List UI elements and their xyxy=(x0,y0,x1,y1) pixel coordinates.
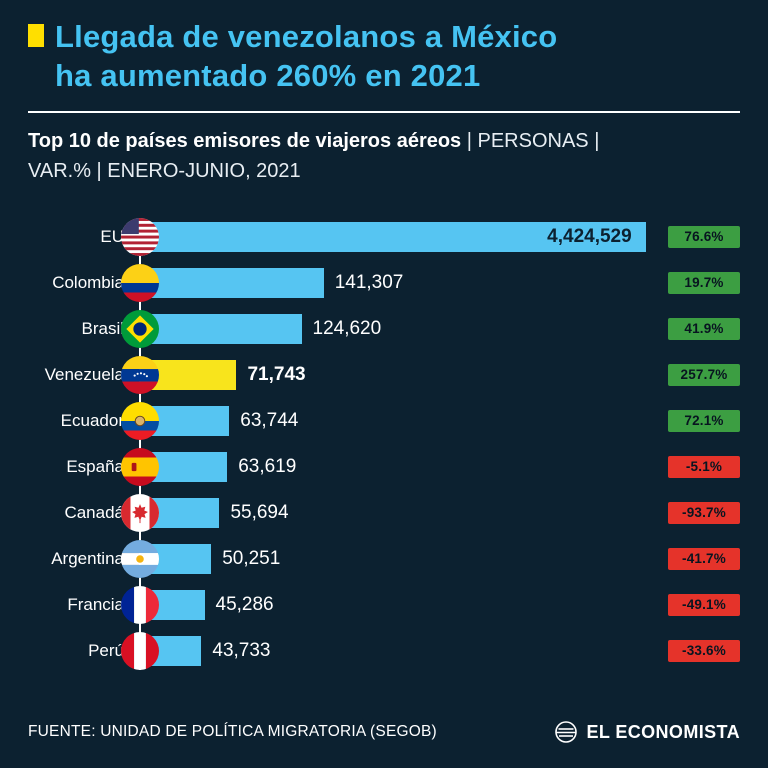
title-line-1: Llegada de venezolanos a México xyxy=(55,19,558,54)
value-label: 141,307 xyxy=(334,271,404,293)
country-label: Brasil xyxy=(81,318,124,338)
axis-line xyxy=(139,217,141,670)
source-credit: FUENTE: UNIDAD DE POLÍTICA MIGRATORIA (S… xyxy=(28,723,437,740)
value-label: 45,286 xyxy=(215,593,274,615)
country-label: EU xyxy=(100,226,124,246)
country-label: Ecuador xyxy=(60,410,124,430)
variation-badge: -41.7% xyxy=(668,547,740,570)
value-label: 63,619 xyxy=(238,455,297,477)
flag-eu-icon xyxy=(121,217,159,256)
brand-name: EL ECONOMISTA xyxy=(586,721,740,742)
chart-row-ecuador: Ecuador 63,744 72.1% xyxy=(28,398,740,444)
chart-row-espana: España 63,619 -5.1% xyxy=(28,444,740,490)
variation-badge: 19.7% xyxy=(668,271,740,294)
flag-colombia-icon xyxy=(121,263,159,302)
chart-row-colombia: Colombia 141,307 19.7% xyxy=(28,260,740,306)
variation-badge: 76.6% xyxy=(668,225,740,248)
bar-area: 63,744 xyxy=(121,401,656,440)
flag-argentina-icon xyxy=(121,539,159,578)
value-bar xyxy=(140,267,324,298)
subtitle-tail-1: | PERSONAS | xyxy=(461,129,600,152)
country-label: Perú xyxy=(88,640,124,660)
flag-peru-icon xyxy=(121,631,159,670)
bar-area: 63,619 xyxy=(121,447,656,486)
chart-row-francia: Francia 45,286 -49.1% xyxy=(28,582,740,628)
bar-area: 141,307 xyxy=(121,263,656,302)
page-title: Llegada de venezolanos a México ha aumen… xyxy=(55,18,557,96)
variation-badge: 41.9% xyxy=(668,317,740,340)
subtitle-bold: Top 10 de países emisores de viajeros aé… xyxy=(28,129,462,152)
value-label: 43,733 xyxy=(212,639,271,661)
bar-area: 43,733 xyxy=(121,631,656,670)
country-label: Argentina xyxy=(51,548,124,568)
country-label: Colombia xyxy=(52,272,124,292)
value-label: 124,620 xyxy=(312,317,382,339)
value-bar xyxy=(140,221,646,252)
subtitle-tail-2: VAR.% | ENERO-JUNIO, 2021 xyxy=(28,159,301,182)
variation-badge: -93.7% xyxy=(668,501,740,524)
title-line-2: ha aumentado 260% en 2021 xyxy=(55,57,481,93)
chart-subtitle: Top 10 de países emisores de viajeros aé… xyxy=(28,126,740,186)
brand-logo: EL ECONOMISTA xyxy=(554,720,740,744)
header-divider xyxy=(28,110,740,113)
country-label: Venezuela xyxy=(44,364,124,384)
variation-badge: -49.1% xyxy=(668,593,740,616)
flag-brasil-icon xyxy=(121,309,159,348)
title-bullet-marker xyxy=(28,24,44,47)
value-label: 63,744 xyxy=(240,409,299,431)
chart-row-eu: EU 4,424,529 76.6% xyxy=(28,214,740,260)
bar-chart: EU 4,424,529 76.6% Colombia 141,307 19.7… xyxy=(28,214,740,674)
flag-canada-icon xyxy=(121,493,159,532)
chart-row-brasil: Brasil 124,620 41.9% xyxy=(28,306,740,352)
chart-row-canada: Canadá 55,694 -93.7% xyxy=(28,490,740,536)
bar-area: 124,620 xyxy=(121,309,656,348)
variation-badge: 72.1% xyxy=(668,409,740,432)
country-label: Canadá xyxy=(64,502,124,522)
bar-area: 4,424,529 xyxy=(121,217,656,256)
value-label: 4,424,529 xyxy=(547,225,632,247)
variation-badge: -5.1% xyxy=(668,455,740,478)
flag-espana-icon xyxy=(121,447,159,486)
chart-row-peru: Perú 43,733 -33.6% xyxy=(28,628,740,674)
variation-badge: 257.7% xyxy=(668,363,740,386)
chart-row-venezuela: Venezuela 71,743 257.7% xyxy=(28,352,740,398)
footer: FUENTE: UNIDAD DE POLÍTICA MIGRATORIA (S… xyxy=(28,720,740,744)
bar-area: 71,743 xyxy=(121,355,656,394)
header: Llegada de venezolanos a México ha aumen… xyxy=(28,18,740,96)
country-label: España xyxy=(66,456,124,476)
variation-badge: -33.6% xyxy=(668,639,740,662)
flag-ecuador-icon xyxy=(121,401,159,440)
bar-area: 50,251 xyxy=(121,539,656,578)
value-label: 50,251 xyxy=(222,547,281,569)
value-label: 71,743 xyxy=(247,363,306,385)
chart-row-argentina: Argentina 50,251 -41.7% xyxy=(28,536,740,582)
el-economista-globe-icon xyxy=(554,720,578,744)
country-label: Francia xyxy=(67,594,124,614)
value-label: 55,694 xyxy=(230,501,289,523)
flag-venezuela-icon xyxy=(121,355,159,394)
bar-area: 45,286 xyxy=(121,585,656,624)
value-bar xyxy=(140,313,302,344)
bar-area: 55,694 xyxy=(121,493,656,532)
flag-francia-icon xyxy=(121,585,159,624)
